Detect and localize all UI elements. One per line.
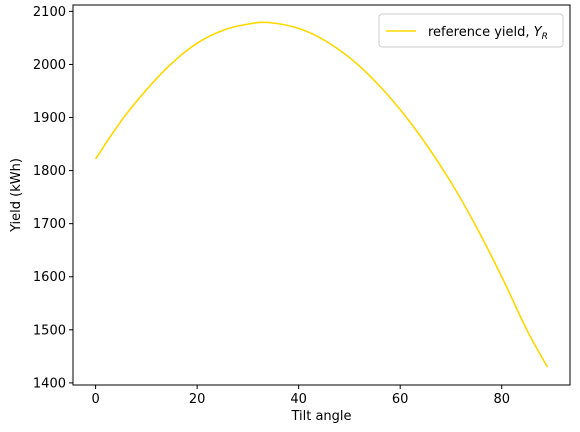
y-tick-label: 1800 xyxy=(33,164,66,179)
y-tick-label: 2000 xyxy=(33,58,66,73)
legend-label-main: reference yield, xyxy=(428,25,534,40)
y-tick-label: 1900 xyxy=(33,111,66,126)
y-tick-label: 1600 xyxy=(33,270,66,285)
plot-frame xyxy=(72,4,571,386)
ticks: 0 20 40 60 80 1400 1500 1600 1700 1800 1900 2000 210… xyxy=(33,5,510,407)
legend-label-subscript: R xyxy=(542,32,548,42)
reference-yield-line xyxy=(94,21,549,368)
y-tick-label: 1400 xyxy=(33,376,66,391)
x-axis-label: Tilt angle xyxy=(290,409,351,424)
plot-area xyxy=(73,5,570,385)
x-tick-label: 20 xyxy=(189,392,206,407)
x-tick-label: 0 xyxy=(91,392,99,407)
legend-label-symbol: Y xyxy=(534,25,543,40)
y-tick-label: 1500 xyxy=(33,323,66,338)
x-tick-label: 80 xyxy=(493,392,510,407)
y-tick-label: 1700 xyxy=(33,217,66,232)
legend: reference yield, YR xyxy=(378,13,564,48)
legend-box xyxy=(378,13,564,48)
x-tick-label: 40 xyxy=(290,392,307,407)
y-tick-label: 2100 xyxy=(33,5,66,20)
x-tick-label: 60 xyxy=(392,392,409,407)
legend-label: reference yield, YR xyxy=(428,25,548,42)
y-axis-label: Yield (kWh) xyxy=(9,158,24,233)
